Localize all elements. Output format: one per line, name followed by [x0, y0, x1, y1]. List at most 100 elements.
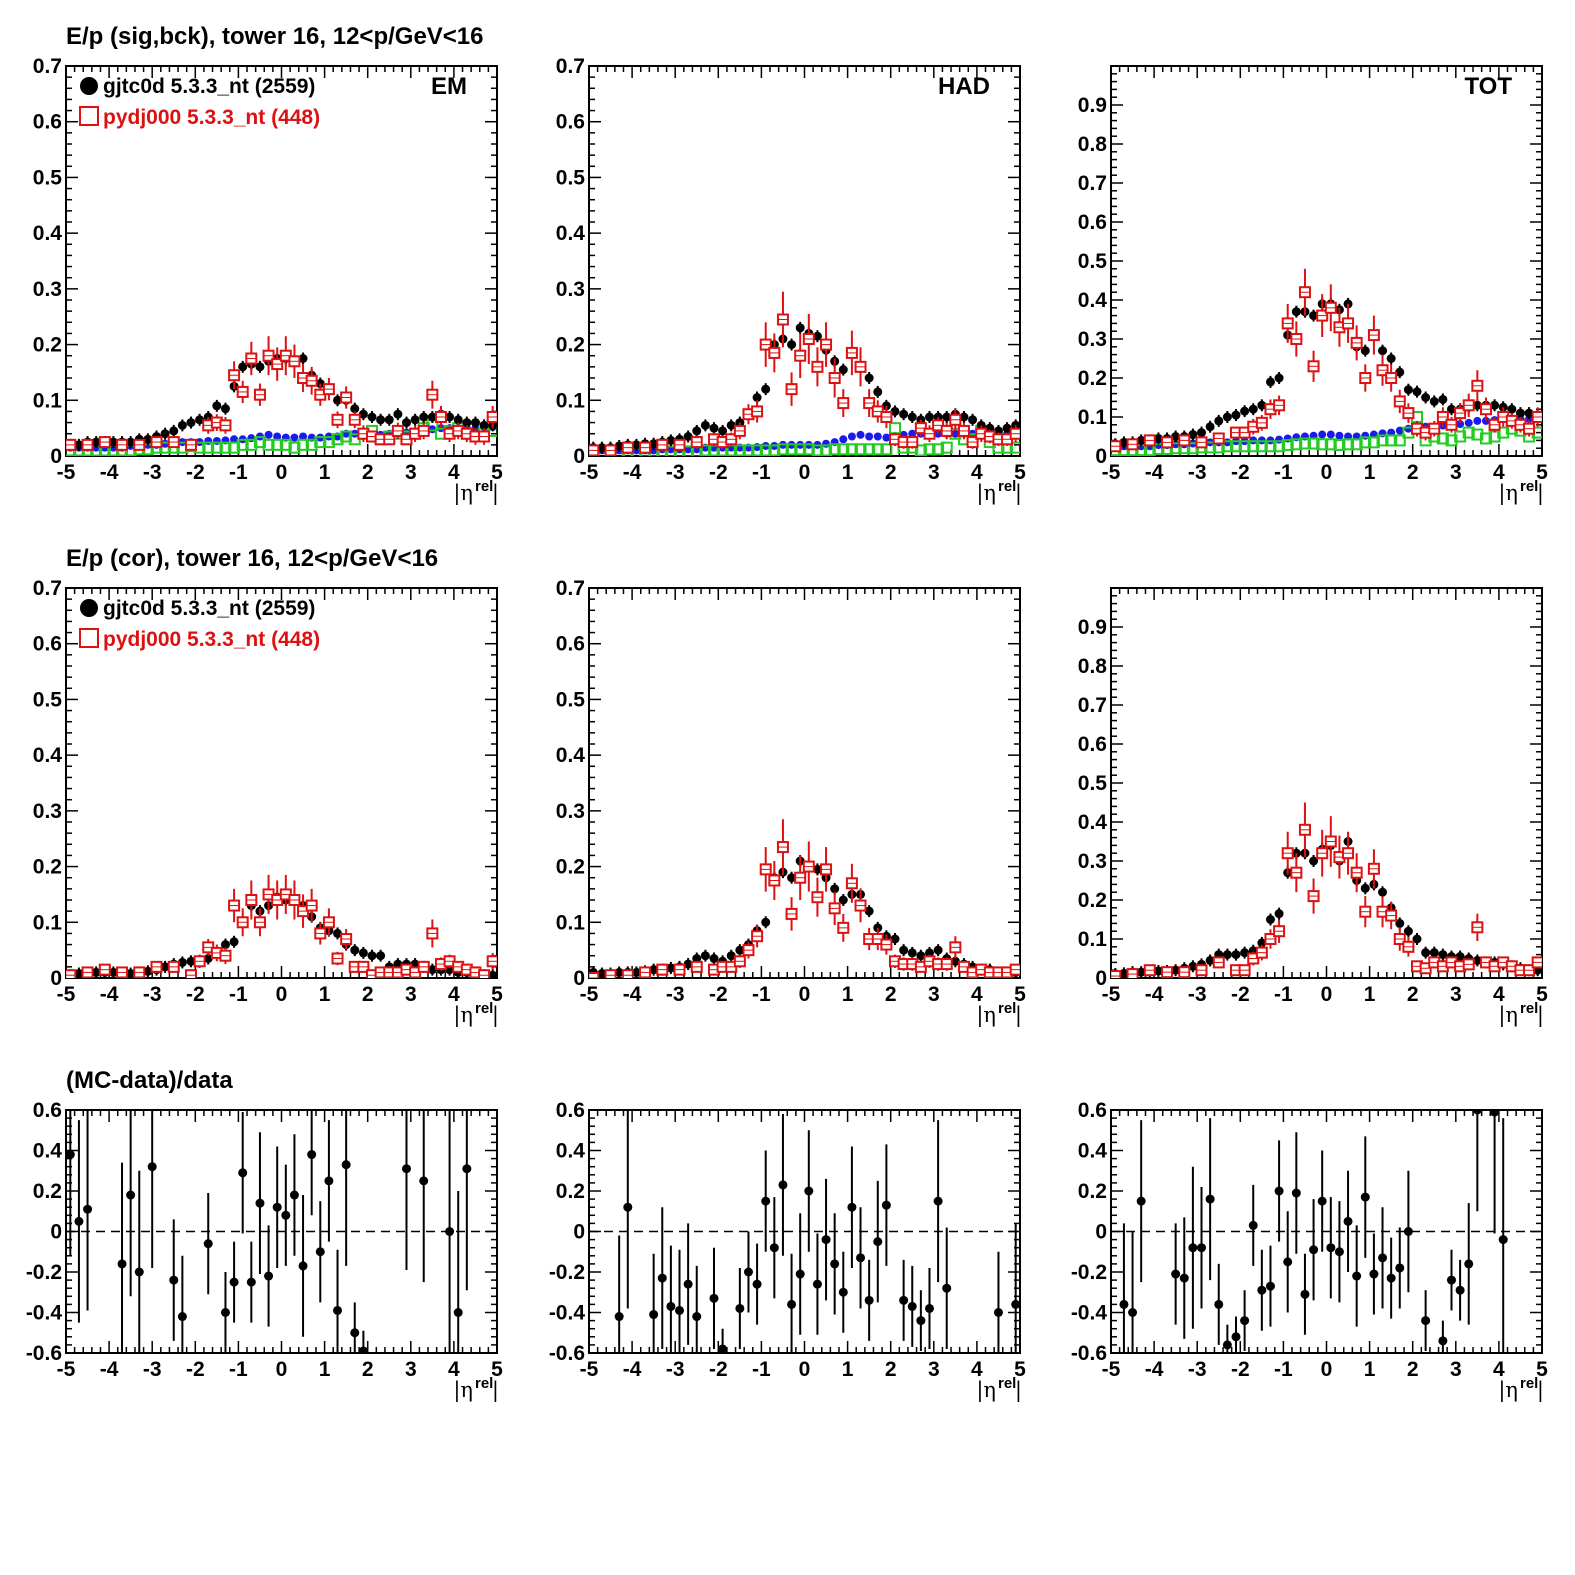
- legend-mc-label: pydj000 5.3.3_nt (448): [103, 628, 320, 651]
- x-tick-label: -3: [143, 1358, 162, 1381]
- y-tick-label: 0.7: [556, 577, 585, 600]
- data-marker: [692, 954, 702, 963]
- ratio-marker: [838, 1287, 848, 1297]
- data-marker: [1412, 934, 1422, 944]
- y-tick-label: 0.4: [1078, 1140, 1108, 1163]
- corner-label-had: HAD: [938, 73, 990, 100]
- data-marker: [91, 967, 101, 977]
- ratio-marker: [220, 1308, 230, 1317]
- y-tick-label: 0.7: [33, 577, 62, 600]
- green-marker: [794, 443, 807, 456]
- green-marker: [1290, 438, 1303, 451]
- x-tick-label: -5: [57, 1358, 76, 1381]
- ratio-marker: [358, 1346, 368, 1353]
- x-tick-label: -3: [666, 1358, 685, 1381]
- green-marker: [236, 438, 249, 451]
- row-title-sig-bck: E/p (sig,bck), tower 16, 12<p/GeV<16: [66, 23, 484, 50]
- data-marker: [298, 354, 308, 363]
- ratio-marker: [453, 1308, 463, 1317]
- legend-mc-label: pydj000 5.3.3_nt (448): [103, 106, 320, 129]
- x-tick-label: 3: [1450, 1358, 1462, 1381]
- green-marker: [210, 441, 223, 454]
- data-marker: [1214, 416, 1224, 426]
- markers: [66, 874, 497, 978]
- y-tick-label: 0.1: [556, 911, 586, 934]
- corner-label-tot: TOT: [1464, 73, 1512, 100]
- x-axis-title-bar: |: [1015, 481, 1022, 506]
- ratio-marker: [1291, 1188, 1301, 1198]
- ratio-marker: [419, 1176, 429, 1186]
- legend-mc-marker-icon: [79, 106, 99, 126]
- data-marker: [1403, 385, 1413, 395]
- x-tick-label: 5: [1014, 983, 1026, 1006]
- x-tick-label: -5: [1102, 1358, 1121, 1381]
- ratio-marker: [924, 1303, 934, 1313]
- y-tick-label: 0.4: [1078, 289, 1108, 312]
- x-tick-label: -4: [100, 983, 119, 1006]
- series-mc: [1111, 268, 1542, 453]
- y-tick-label: 0.3: [556, 278, 585, 301]
- green-marker: [1281, 439, 1294, 452]
- x-axis-title-bar: |: [1015, 1003, 1022, 1028]
- data-marker: [376, 415, 386, 425]
- panel-row2-had: -5 -4 -3 -2 -1 0 1 2 3 4 5 0 0.1 0.2 0.3 0.4 0.5 0.6 0.7 |η…: [556, 577, 1026, 1028]
- data-marker: [752, 393, 762, 402]
- data-marker: [1455, 952, 1465, 962]
- panel-row1-tot: -5 -4 -3 -2 -1 0 1 2 3 4 5 0 0.1 0.2 0.3 0.4 0.5 0.6 0.7 0.…: [1078, 65, 1548, 506]
- data-marker: [333, 928, 343, 938]
- data-marker: [410, 415, 420, 425]
- green-marker: [1393, 434, 1406, 447]
- data-marker: [993, 426, 1003, 436]
- x-tick-label: 2: [362, 461, 374, 484]
- data-marker: [968, 415, 978, 425]
- x-tick-label: -4: [623, 983, 642, 1006]
- y-tick-label: 0.6: [33, 633, 62, 656]
- green-marker: [733, 444, 746, 456]
- data-marker: [890, 934, 900, 944]
- data-marker: [1291, 307, 1301, 317]
- y-tick-label: -0.4: [1071, 1302, 1108, 1325]
- data-marker: [1257, 938, 1267, 948]
- data-marker: [1240, 948, 1250, 958]
- data-marker: [1136, 435, 1146, 445]
- blue-marker: [873, 432, 882, 441]
- y-tick-label: 0.5: [1078, 772, 1108, 795]
- y-tick-label: 0.5: [33, 688, 63, 711]
- x-tick-label: 4: [1493, 983, 1505, 1006]
- green-marker: [699, 444, 712, 456]
- y-tick-label: -0.6: [549, 1342, 585, 1365]
- ratio-marker: [812, 1279, 822, 1289]
- x-tick-label: 5: [491, 461, 503, 484]
- ratio-marker: [847, 1202, 857, 1212]
- data-marker: [683, 432, 693, 441]
- green-marker: [228, 441, 241, 454]
- series-mc: [66, 336, 497, 451]
- x-tick-label: 2: [885, 983, 897, 1006]
- ratio-marker: [1498, 1235, 1508, 1245]
- y-tick-label: 0.9: [1078, 616, 1107, 639]
- y-tick-label: 0.3: [33, 800, 62, 823]
- y-tick-label: 0.3: [33, 278, 62, 301]
- green-marker: [288, 441, 301, 454]
- blue-marker: [1395, 426, 1404, 435]
- y-tick-label: 0.5: [556, 166, 586, 189]
- ratio-marker: [1455, 1285, 1465, 1295]
- ratio-marker: [324, 1176, 334, 1186]
- data-marker: [1429, 948, 1439, 958]
- data-marker: [410, 959, 420, 969]
- series-ratio: [614, 1110, 1020, 1353]
- data-marker: [1524, 408, 1534, 418]
- green-marker: [854, 443, 867, 456]
- data-marker: [1490, 400, 1500, 410]
- blue-marker: [299, 432, 308, 441]
- green-marker: [297, 438, 310, 451]
- x-tick-label: -1: [1274, 461, 1293, 484]
- x-tick-label: 1: [319, 983, 331, 1006]
- data-marker: [1153, 433, 1163, 443]
- data-marker: [1378, 346, 1388, 356]
- markers: [66, 1110, 472, 1353]
- data-marker: [488, 970, 497, 978]
- x-tick-label: 2: [885, 461, 897, 484]
- y-tick-label: 0.2: [556, 856, 585, 879]
- data-marker: [907, 948, 917, 958]
